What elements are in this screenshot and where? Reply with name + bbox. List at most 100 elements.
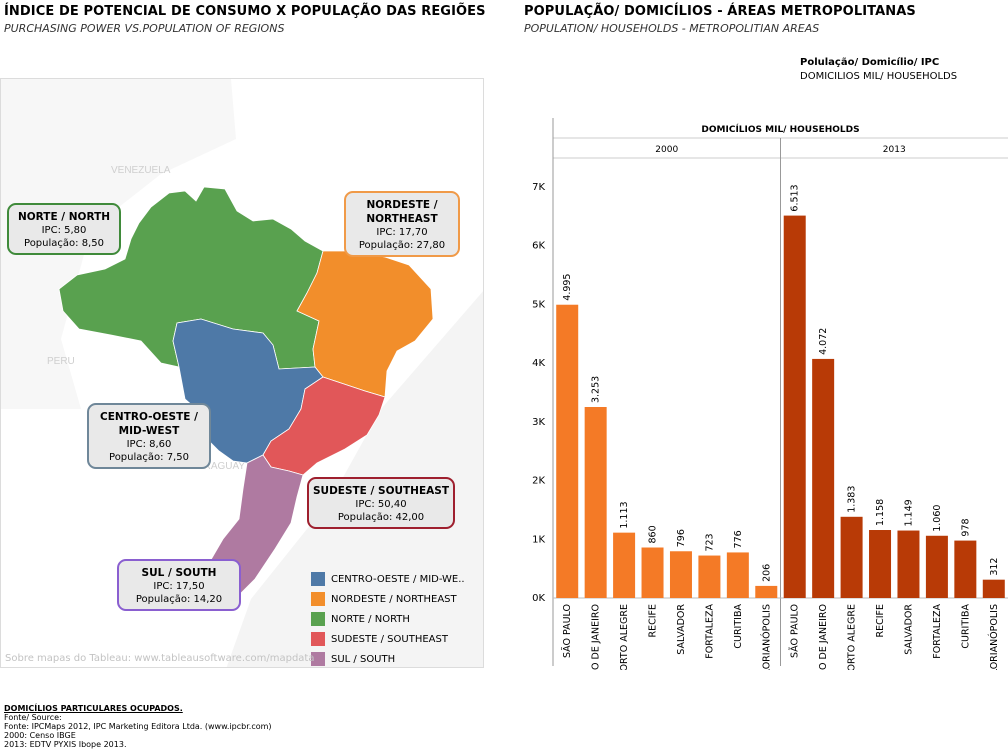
- callout-norte-ipc: IPC: 5,80: [41, 225, 87, 236]
- x-category-label: PORTO ALEGRE: [619, 604, 630, 670]
- bar-value-label: 796: [676, 529, 687, 547]
- footer-line: Fonte: IPCMaps 2012, IPC Marketing Edito…: [4, 722, 272, 731]
- callout-centro-pop: População: 7,50: [109, 452, 189, 463]
- bar: [812, 358, 835, 598]
- x-category-label: CURITIBA: [733, 604, 744, 649]
- bar: [669, 551, 692, 598]
- footer-line: 2000: Censo IBGE: [4, 731, 76, 740]
- bar-value-label: 1.060: [932, 505, 943, 532]
- panel-year-label: 2000: [655, 145, 678, 155]
- footer-line: Fonte/ Source:: [4, 713, 62, 722]
- map-panel[interactable]: VENEZUELA COLÔMBIA PERU BOLÍVIA PARAGUAY…: [0, 78, 484, 668]
- country-label-paraguay: PARAGUAY: [191, 461, 245, 472]
- bar-value-label: 3.253: [591, 376, 602, 403]
- bar-value-label: 6.513: [790, 184, 801, 211]
- y-tick-label: 0K: [532, 593, 545, 604]
- callout-norte[interactable]: NORTE / NORTH IPC: 5,80 População: 8,50: [7, 203, 121, 255]
- legend-item-sudeste[interactable]: SUDESTE / SOUTHEAST: [311, 629, 465, 649]
- callout-sul-pop: População: 14,20: [135, 594, 223, 605]
- map-credit: Sobre mapas do Tableau: www.tableausoftw…: [5, 653, 315, 664]
- neighbor-land: [1, 79, 236, 409]
- callout-sudeste-name: SUDESTE / SOUTHEAST: [312, 485, 449, 497]
- x-category-label: RIO DE JANEIRO: [591, 604, 602, 670]
- bar: [783, 215, 806, 598]
- panel-year-label: 2013: [883, 145, 906, 155]
- callout-norte-name: NORTE / NORTH: [17, 211, 111, 223]
- y-tick-label: 3K: [532, 417, 545, 428]
- x-category-label: RECIFE: [648, 604, 659, 638]
- legend-item-norte[interactable]: NORTE / NORTH: [311, 609, 465, 629]
- chart-subtitle: POPULATION/ HOUSEHOLDS - METROPOLITIAN A…: [524, 22, 820, 35]
- x-category-label: FLORIANÓPOLIS: [760, 604, 772, 670]
- callout-sudeste-ipc: IPC: 50,40: [355, 499, 407, 510]
- bar: [840, 516, 863, 598]
- callout-centro-name-1: CENTRO-OESTE /: [100, 411, 198, 423]
- bar: [925, 535, 948, 598]
- y-tick-label: 7K: [532, 182, 545, 193]
- bar: [556, 304, 579, 598]
- callout-sudeste-pop: População: 42,00: [337, 512, 425, 523]
- bar-value-label: 1.113: [619, 501, 630, 528]
- x-category-label: FORTALEZA: [704, 603, 715, 658]
- bar: [869, 530, 892, 598]
- bar: [755, 585, 778, 598]
- x-category-label: SÃO PAULO: [790, 604, 801, 658]
- legend-swatch: [311, 592, 325, 606]
- x-category-label: CURITIBA: [960, 604, 971, 649]
- y-tick-label: 2K: [532, 476, 545, 487]
- callout-nordeste-ipc: IPC: 17,70: [376, 227, 428, 238]
- bar: [641, 547, 664, 598]
- chart-legend-title: Polulação/ Domicílio/ IPC: [800, 57, 940, 68]
- bar: [897, 530, 920, 598]
- callout-sudeste[interactable]: SUDESTE / SOUTHEAST IPC: 50,40 População…: [307, 477, 455, 529]
- bar-value-label: 1.149: [903, 499, 914, 526]
- footer-line: 2013: EDTV PYXIS Ibope 2013.: [4, 740, 127, 749]
- bar-value-label: 4.995: [562, 274, 573, 301]
- x-category-label: RIO DE JANEIRO: [818, 604, 829, 670]
- bar-value-label: 776: [733, 530, 744, 548]
- callout-nordeste-pop: População: 27,80: [358, 240, 446, 251]
- bar-value-label: 860: [648, 525, 659, 543]
- callout-centro-name-2: MID-WEST: [118, 425, 180, 437]
- x-category-label: PORTO ALEGRE: [847, 604, 858, 670]
- bar: [584, 407, 607, 598]
- callout-centro-oeste[interactable]: CENTRO-OESTE / MID-WEST IPC: 8,60 Popula…: [87, 403, 211, 469]
- callout-nordeste-name-2: NORTHEAST: [366, 213, 438, 225]
- legend-swatch: [311, 572, 325, 586]
- y-tick-label: 1K: [532, 534, 545, 545]
- callout-nordeste[interactable]: NORDESTE / NORTHEAST IPC: 17,70 Populaçã…: [344, 191, 460, 257]
- x-category-label: FORTALEZA: [932, 603, 943, 658]
- chart-header: DOMICÍLIOS MIL/ HOUSEHOLDS: [701, 123, 859, 135]
- callout-centro-ipc: IPC: 8,60: [126, 439, 172, 450]
- y-tick-label: 4K: [532, 358, 545, 369]
- bar-value-label: 978: [960, 518, 971, 536]
- legend-item-centro-oeste[interactable]: CENTRO-OESTE / MID-WE..: [311, 569, 465, 589]
- bar-value-label: 1.383: [847, 486, 858, 513]
- map-legend: CENTRO-OESTE / MID-WE.. NORDESTE / NORTH…: [311, 569, 465, 667]
- legend-label: CENTRO-OESTE / MID-WE..: [331, 573, 465, 585]
- legend-label: SUDESTE / SOUTHEAST: [331, 633, 448, 645]
- x-category-label: RECIFE: [875, 604, 886, 638]
- country-label-venezuela: VENEZUELA: [111, 165, 171, 176]
- callout-sul-name: SUL / SOUTH: [141, 567, 217, 579]
- x-category-label: FLORIANÓPOLIS: [988, 604, 1000, 670]
- legend-item-nordeste[interactable]: NORDESTE / NORTHEAST: [311, 589, 465, 609]
- country-label-peru: PERU: [47, 356, 75, 367]
- legend-swatch: [311, 652, 325, 666]
- households-bar-chart[interactable]: DOMICÍLIOS MIL/ HOUSEHOLDS 2000 2013 0K 1K 2K…: [524, 114, 1008, 670]
- bar-value-label: 312: [989, 558, 1000, 576]
- bar-value-label: 723: [704, 533, 715, 551]
- bar: [726, 552, 749, 598]
- callout-sul-ipc: IPC: 17,50: [153, 581, 205, 592]
- legend-swatch: [311, 612, 325, 626]
- chart-legend-subtitle: DOMICILIOS MIL/ HOUSEHOLDS: [800, 71, 958, 82]
- legend-item-sul[interactable]: SUL / SOUTH: [311, 649, 465, 667]
- bar-value-label: 206: [761, 564, 772, 582]
- chart-title: POPULAÇÃO/ DOMICÍLIOS - ÁREAS METROPOLIT…: [524, 4, 916, 19]
- x-category-label: SÃO PAULO: [562, 604, 573, 658]
- bar: [954, 540, 977, 598]
- callout-sul[interactable]: SUL / SOUTH IPC: 17,50 População: 14,20: [117, 559, 241, 611]
- legend-label: NORDESTE / NORTHEAST: [331, 593, 457, 605]
- y-tick-label: 5K: [532, 299, 545, 310]
- chart-legend-header: Polulação/ Domicílio/ IPC DOMICILIOS MIL…: [800, 56, 957, 84]
